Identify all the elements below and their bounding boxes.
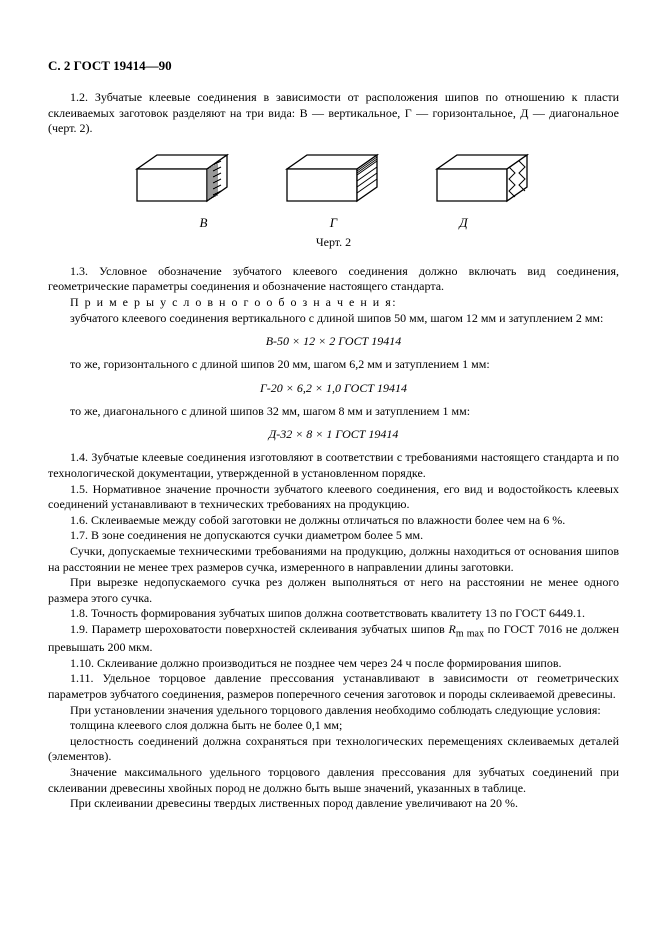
examples-label: П р и м е р ы у с л о в н о г о о б о з … <box>48 295 619 311</box>
para-1-3e: то же, диагонального с длиной шипов 32 м… <box>48 404 619 420</box>
para-1-7c: При вырезке недопускаемого сучка рез дол… <box>48 575 619 606</box>
figure-row <box>48 149 619 213</box>
para-1-11: 1.11. Удельное торцовое давление прессов… <box>48 671 619 702</box>
figure-caption: Черт. 2 <box>48 235 619 250</box>
para-1-11b: При установлении значения удельного торц… <box>48 703 619 719</box>
para-1-4: 1.4. Зубчатые клеевые соединения изготов… <box>48 450 619 481</box>
formula-2: Г-20 × 6,2 × 1,0 ГОСТ 19414 <box>48 381 619 396</box>
formula-1: В-50 × 12 × 2 ГОСТ 19414 <box>48 334 619 349</box>
para-1-10: 1.10. Склеивание должно производиться не… <box>48 656 619 672</box>
para-1-9: 1.9. Параметр шероховатости поверхностей… <box>48 622 619 656</box>
page-header: С. 2 ГОСТ 19414—90 <box>48 58 619 74</box>
para-1-11e: Значение максимального удельного торцово… <box>48 765 619 796</box>
para-1-7b: Сучки, допускаемые техническими требован… <box>48 544 619 575</box>
para-1-2: 1.2. Зубчатые клеевые соединения в завис… <box>48 90 619 137</box>
para-1-5: 1.5. Нормативное значение прочности зубч… <box>48 482 619 513</box>
para-1-6: 1.6. Склеиваемые между собой заготовки н… <box>48 513 619 529</box>
p19-sub: m max <box>456 628 484 639</box>
figure-v <box>129 149 239 213</box>
para-1-11f: При склеивании древесины твердых листвен… <box>48 796 619 812</box>
para-1-3a: 1.3. Условное обозначение зубчатого клее… <box>48 264 619 295</box>
para-1-8: 1.8. Точность формирования зубчатых шипо… <box>48 606 619 622</box>
label-g: Г <box>324 215 344 231</box>
para-1-3d: то же, горизонтального с длиной шипов 20… <box>48 357 619 373</box>
label-d: Д <box>454 215 474 231</box>
label-v: В <box>194 215 214 231</box>
para-1-3c: зубчатого клеевого соединения вертикальн… <box>48 311 619 327</box>
figure-d <box>429 149 539 213</box>
p19-sym: R <box>448 622 455 636</box>
figure-labels: В Г Д <box>48 215 619 231</box>
para-1-7: 1.7. В зоне соединения не допускаются су… <box>48 528 619 544</box>
formula-3: Д-32 × 8 × 1 ГОСТ 19414 <box>48 427 619 442</box>
figure-g <box>279 149 389 213</box>
p19-text-a: 1.9. Параметр шероховатости поверхностей… <box>70 622 448 636</box>
para-1-11d: целостность соединений должна сохранятьс… <box>48 734 619 765</box>
para-1-11c: толщина клеевого слоя должна быть не бол… <box>48 718 619 734</box>
